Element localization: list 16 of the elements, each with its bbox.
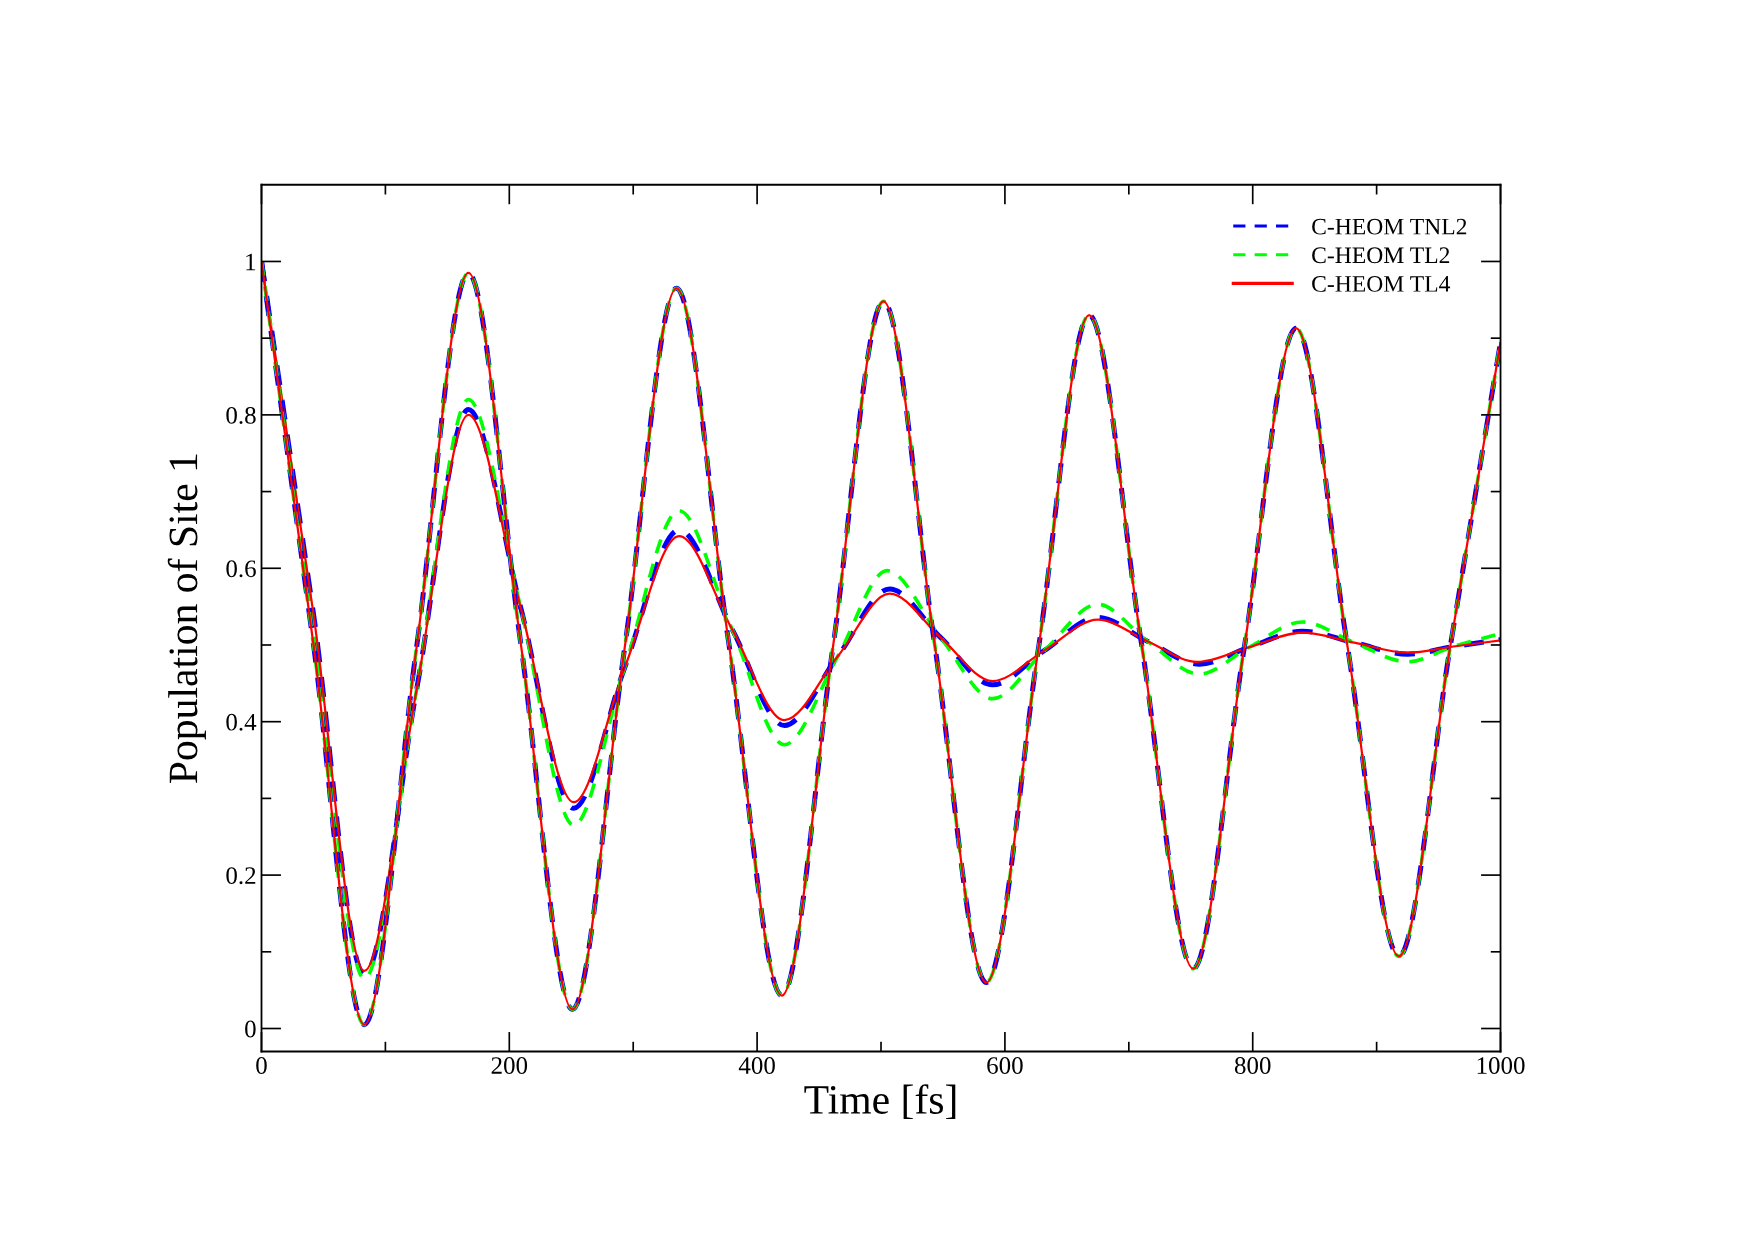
- legend-label: C-HEOM TL4: [1312, 275, 1451, 292]
- x-tick-label: 600: [987, 1057, 1023, 1074]
- x-axis-title: Time [fs]: [804, 1084, 956, 1120]
- y-tick-label: 0.6: [226, 560, 256, 578]
- y-axis-title: Population of Site 1: [167, 454, 206, 784]
- y-tick-label: 0.2: [226, 867, 256, 885]
- legend-label: C-HEOM TNL2: [1312, 218, 1467, 235]
- x-tick-label: 200: [491, 1057, 528, 1074]
- x-tick-label: 800: [1234, 1057, 1271, 1074]
- legend-label: C-HEOM TL2: [1312, 247, 1450, 264]
- y-tick-label: 0.8: [226, 406, 256, 424]
- x-tick-label: 1000: [1477, 1057, 1525, 1074]
- x-tick-label: 400: [738, 1057, 775, 1074]
- y-tick-label: 0.4: [226, 713, 257, 731]
- y-tick-label: 0: [245, 1020, 256, 1038]
- y-tick-label: 1: [246, 253, 256, 271]
